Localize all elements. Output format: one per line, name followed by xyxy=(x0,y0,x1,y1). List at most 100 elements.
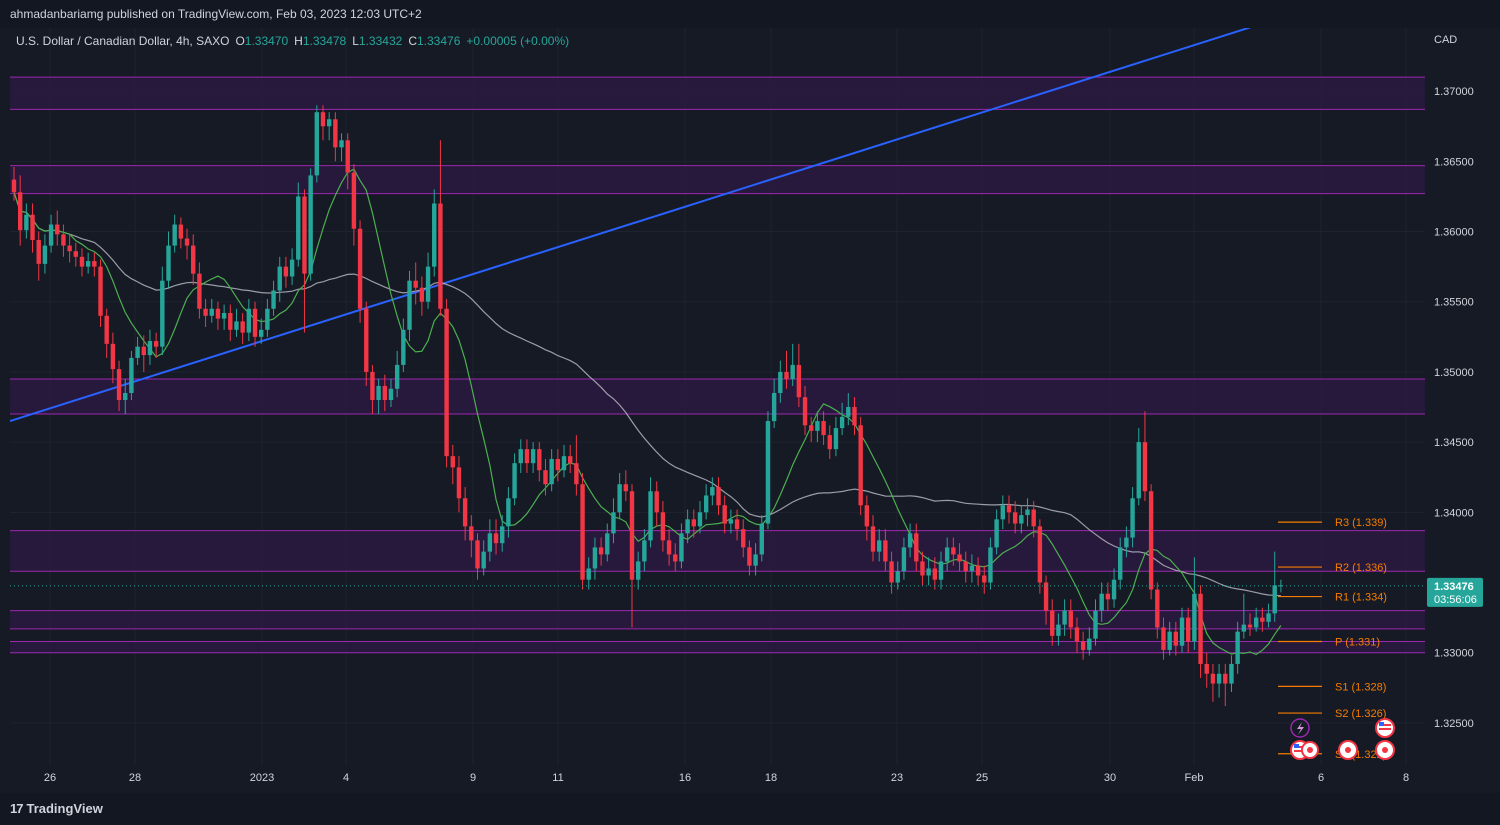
candle-body xyxy=(234,321,239,330)
candle-body xyxy=(1074,627,1080,642)
candle-body xyxy=(1161,627,1166,650)
time-tick-label: 2023 xyxy=(250,772,274,784)
time-axis[interactable]: 26 28 2023 4 9 11 16 18 23 25 30 Feb 6 8 xyxy=(44,772,1409,784)
footer-bar: 17 TradingView xyxy=(0,793,1500,825)
candle-body xyxy=(1173,631,1179,646)
candle-body xyxy=(351,172,357,229)
candle-body xyxy=(932,568,938,580)
candle-body xyxy=(660,512,666,541)
low-label: L xyxy=(352,34,359,48)
candle-body xyxy=(1223,673,1228,684)
candle-body xyxy=(209,308,214,316)
candle-body xyxy=(42,245,48,264)
candle-body xyxy=(401,329,406,365)
price-tick-label: 1.36000 xyxy=(1434,227,1474,239)
trendline-layer xyxy=(9,7,1311,423)
candle-body xyxy=(129,357,134,393)
brand-name: TradingView xyxy=(26,801,103,816)
candle-body xyxy=(1186,617,1191,642)
price-chart[interactable]: R3 (1.339) R2 (1.336) R1 (1.334) P (1.331) S… xyxy=(0,7,1500,793)
candle-body xyxy=(456,467,462,499)
canada-flag-icon[interactable] xyxy=(1301,741,1319,759)
candle-body xyxy=(734,519,740,530)
canada-flag-icon[interactable] xyxy=(1375,740,1395,760)
candlestick-chart[interactable]: R3 (1.339) R2 (1.336) R1 (1.334) P (1.331) S… xyxy=(0,7,1500,793)
candle-body xyxy=(543,470,548,485)
candle-body xyxy=(1130,498,1135,538)
candle-body xyxy=(846,407,851,417)
candle-body xyxy=(530,449,536,464)
candle-body xyxy=(524,449,530,464)
canada-flag-icon[interactable] xyxy=(1338,740,1358,760)
economic-events[interactable] xyxy=(1290,718,1395,760)
candle-body xyxy=(747,547,752,566)
candle-body xyxy=(425,266,431,302)
us-flag-icon[interactable] xyxy=(1375,718,1395,738)
candle-body xyxy=(703,495,709,513)
time-tick-label: Feb xyxy=(1185,772,1204,784)
candle-body xyxy=(1229,663,1234,684)
resistance-support-zones xyxy=(10,76,1425,654)
candle-body xyxy=(605,533,610,555)
last-price-badge xyxy=(1427,577,1483,607)
candle-body xyxy=(1068,610,1073,628)
time-tick-label: 4 xyxy=(343,772,349,784)
candle-body xyxy=(61,234,66,246)
time-tick-label: 30 xyxy=(1104,772,1116,784)
candle-body xyxy=(221,312,227,319)
candles xyxy=(11,105,1284,707)
candle-body xyxy=(271,290,276,309)
candle-body xyxy=(48,224,54,246)
trendline[interactable] xyxy=(9,7,1311,423)
candle-body xyxy=(852,407,857,426)
candle-body xyxy=(1216,673,1222,684)
candle-body xyxy=(506,498,511,527)
candle-body xyxy=(1241,624,1247,632)
candle-body xyxy=(759,523,764,555)
candle-body xyxy=(753,554,758,566)
candle-body xyxy=(296,196,301,260)
close-label: C xyxy=(408,34,417,48)
pivot-label: S2 (1.326) xyxy=(1335,708,1386,720)
candle-body xyxy=(790,364,795,379)
time-tick-label: 18 xyxy=(765,772,777,784)
candle-body xyxy=(493,533,499,544)
zone-band xyxy=(10,530,1425,572)
candle-body xyxy=(969,565,975,572)
candle-body xyxy=(487,533,493,552)
candle-body xyxy=(1204,663,1209,674)
high-label: H xyxy=(294,34,303,48)
candle-body xyxy=(697,512,703,527)
candle-body xyxy=(1031,509,1036,527)
candle-body xyxy=(741,529,746,548)
pivot-label: P (1.331) xyxy=(1335,636,1380,648)
symbol-legend: U.S. Dollar / Canadian Dollar, 4h, SAXO O… xyxy=(16,34,569,48)
time-tick-label: 9 xyxy=(470,772,476,784)
candle-body xyxy=(592,547,598,569)
candle-body xyxy=(988,547,993,583)
moving-average-fast xyxy=(13,168,1282,656)
candle-body xyxy=(110,343,116,370)
time-tick-label: 8 xyxy=(1403,772,1409,784)
lightning-event-icon[interactable] xyxy=(1290,718,1310,738)
tradingview-logo[interactable]: 17 TradingView xyxy=(10,801,103,816)
candle-body xyxy=(1253,617,1259,628)
candle-body xyxy=(1000,505,1005,520)
price-axis[interactable]: 1.37000 1.36500 1.36000 1.35500 1.35000 1.345… xyxy=(1434,34,1474,730)
close-value: 1.33476 xyxy=(417,34,461,48)
candle-body xyxy=(1192,593,1197,642)
candle-body xyxy=(419,287,425,302)
candle-body xyxy=(265,308,270,330)
candle-body xyxy=(1111,579,1117,600)
candle-body xyxy=(55,224,60,235)
bar-countdown: 03:56:06 xyxy=(1434,594,1477,606)
candle-body xyxy=(1105,593,1111,600)
candle-body xyxy=(394,364,400,389)
price-tick-label: 1.34000 xyxy=(1434,507,1474,519)
candle-body xyxy=(413,280,418,288)
candle-body xyxy=(123,392,128,401)
candle-body xyxy=(537,449,542,471)
candle-body xyxy=(135,346,140,358)
candle-body xyxy=(116,369,122,401)
candle-body xyxy=(815,421,820,431)
